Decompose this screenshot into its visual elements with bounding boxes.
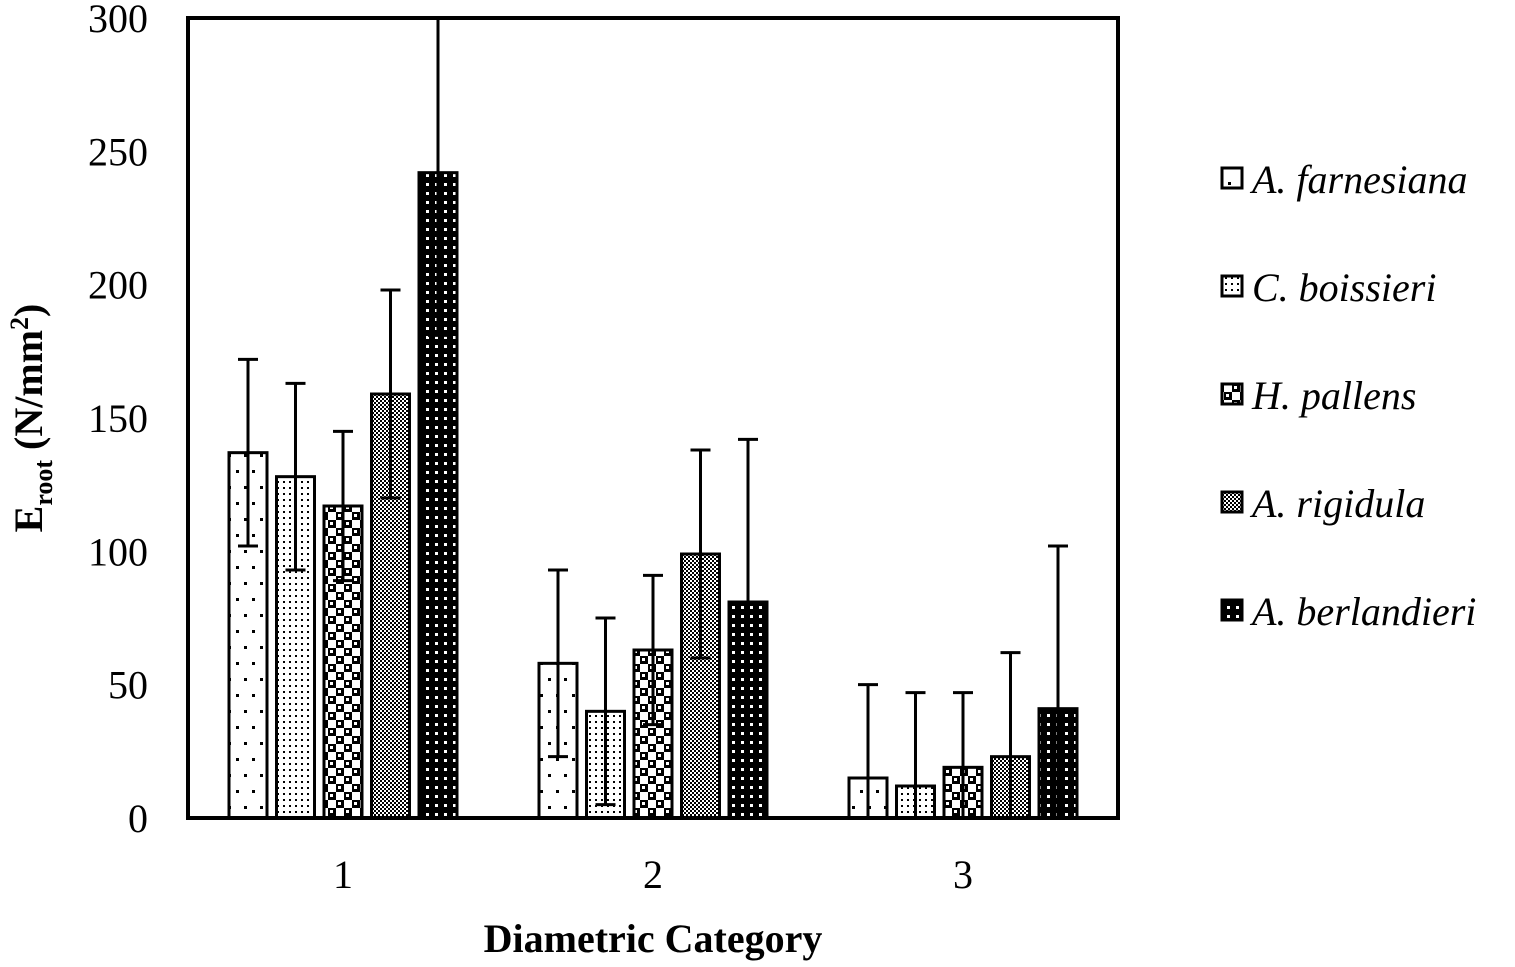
y-axis-title: Eroot (N/mm2) [5, 304, 58, 533]
legend-label: H. pallens [1251, 373, 1416, 418]
y-tick-label: 150 [88, 396, 148, 441]
legend-swatch [1220, 382, 1244, 406]
legend-label: A. berlandieri [1249, 589, 1476, 634]
bar [370, 392, 411, 820]
y-tick-label: 200 [88, 263, 148, 308]
error-bar [1000, 651, 1021, 818]
error-bar [333, 429, 353, 583]
error-bar [595, 616, 616, 807]
error-bar [285, 381, 306, 572]
x-tick-label: 2 [643, 852, 663, 897]
legend: A. farnesiana C. boissieri H. pallens A. ri… [1220, 157, 1476, 634]
error-bar [643, 573, 663, 727]
legend-swatch [1220, 598, 1244, 622]
legend-item: A. berlandieri [1220, 589, 1476, 634]
error-bar [380, 288, 401, 500]
y-tick-label: 0 [128, 796, 148, 841]
legend-label: C. boissieri [1252, 265, 1436, 310]
error-bar [548, 568, 568, 759]
y-tick-label: 250 [88, 129, 148, 174]
error-bar [905, 691, 926, 818]
y-axis-title-superscript: 2 [5, 317, 34, 330]
y-tick-label: 300 [88, 0, 148, 41]
error-bar [738, 437, 758, 767]
y-axis-title-unit: (N/mm [6, 330, 51, 460]
x-tick-label: 3 [953, 852, 973, 897]
error-bar [690, 448, 711, 660]
legend-label: A. rigidula [1249, 481, 1425, 526]
error-bars-layer [238, 18, 1068, 818]
error-bar [428, 18, 448, 337]
y-axis-title-close: ) [6, 304, 51, 317]
legend-swatch [1220, 490, 1244, 514]
y-axis-title-subscript: root [29, 460, 58, 506]
error-bar [858, 683, 878, 818]
x-axis-ticks: 1 2 3 [333, 852, 973, 897]
error-bar [238, 357, 258, 548]
legend-item: H. pallens [1220, 373, 1416, 418]
legend-item: A. farnesiana [1220, 157, 1468, 202]
y-tick-label: 100 [88, 529, 148, 574]
legend-label: A. farnesiana [1249, 157, 1468, 202]
x-axis-title: Diametric Category [484, 916, 823, 961]
error-bar [953, 691, 973, 818]
legend-swatch [1220, 274, 1244, 298]
y-axis-title-main: E [6, 506, 51, 533]
legend-swatch [1220, 166, 1244, 190]
error-bar [1048, 544, 1068, 818]
x-tick-label: 1 [333, 852, 353, 897]
y-axis-ticks: 0 50 100 150 200 250 300 [88, 0, 148, 841]
plot-area-frame [186, 16, 1120, 820]
y-tick-label: 50 [108, 663, 148, 708]
legend-item: C. boissieri [1220, 265, 1436, 310]
legend-item: A. rigidula [1220, 481, 1425, 526]
